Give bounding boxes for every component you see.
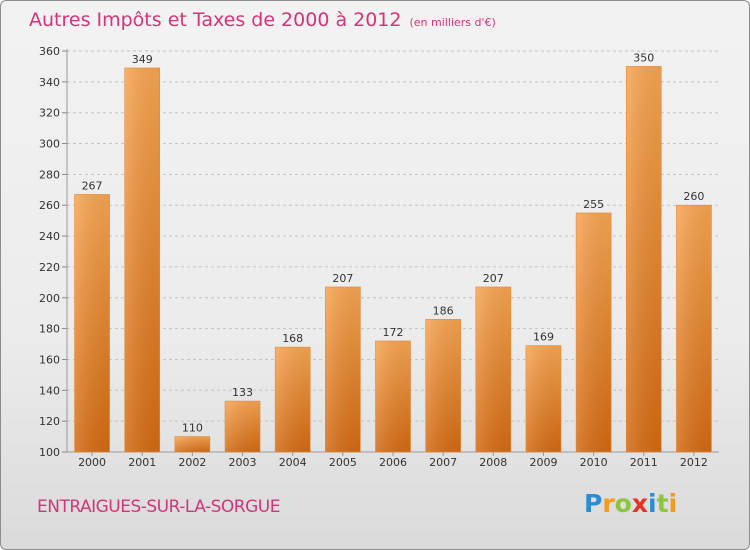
x-tick-label: 2001 — [128, 456, 156, 469]
bar-highlight — [676, 204, 712, 453]
bar-highlight — [425, 319, 461, 453]
logo-letter: P — [584, 489, 603, 518]
data-label: 207 — [483, 272, 504, 285]
x-tick-label: 2005 — [329, 456, 357, 469]
data-label: 110 — [182, 422, 203, 435]
y-tick-label: 240 — [39, 230, 60, 243]
x-tick-label: 2006 — [379, 456, 407, 469]
y-tick-label: 140 — [39, 384, 60, 397]
bar-highlight — [174, 436, 211, 453]
bars — [74, 66, 712, 453]
labels: 100 120 140 160 180 200 220 240 260 280 300 320 340 3… — [39, 45, 708, 469]
y-tick-label: 120 — [39, 415, 60, 428]
chart-title: Autres Impôts et Taxes de 2000 à 2012 (en… — [29, 9, 496, 31]
x-tick-label: 2000 — [78, 456, 106, 469]
data-label: 255 — [583, 198, 604, 211]
bar-highlight — [625, 66, 662, 453]
logo-letter: o — [614, 489, 632, 518]
bar-highlight — [124, 67, 161, 453]
x-tick-label: 2011 — [630, 456, 658, 469]
bar-highlight — [575, 212, 612, 453]
bar-highlight — [325, 286, 361, 453]
y-tick-label: 280 — [39, 168, 60, 181]
x-tick-label: 2009 — [529, 456, 557, 469]
x-tick-label: 2004 — [279, 456, 307, 469]
y-tick-label: 180 — [39, 323, 60, 336]
data-label: 186 — [433, 304, 454, 317]
chart-title-text: Autres Impôts et Taxes de 2000 à 2012 — [29, 9, 402, 31]
x-tick-label: 2008 — [479, 456, 507, 469]
x-tick-label: 2003 — [229, 456, 257, 469]
bar-highlight — [475, 286, 512, 453]
y-tick-label: 260 — [39, 199, 60, 212]
x-tick-label: 2007 — [429, 456, 457, 469]
data-label: 207 — [332, 272, 353, 285]
y-tick-label: 340 — [39, 76, 60, 89]
y-tick-label: 360 — [39, 45, 60, 58]
data-label: 172 — [383, 326, 404, 339]
data-label: 133 — [232, 386, 253, 399]
data-label: 260 — [683, 190, 704, 203]
logo-letter: t — [656, 489, 669, 518]
y-tick-label: 160 — [39, 353, 60, 366]
bar-highlight — [274, 346, 311, 453]
logo-letter: x — [631, 489, 648, 518]
data-label: 349 — [132, 53, 153, 66]
y-tick-label: 220 — [39, 261, 60, 274]
data-label: 169 — [533, 331, 554, 344]
bar-highlight — [375, 340, 411, 453]
data-label: 168 — [282, 332, 303, 345]
bar-highlight — [74, 194, 110, 453]
chart-subtitle: (en milliers d'€) — [409, 16, 496, 29]
x-tick-label: 2010 — [580, 456, 608, 469]
data-label: 350 — [633, 51, 654, 64]
logo-letter: i — [648, 489, 657, 518]
logo-letter: i — [668, 489, 678, 518]
y-tick-label: 300 — [39, 138, 60, 151]
y-tick-label: 100 — [39, 446, 60, 459]
bar-highlight — [525, 345, 562, 453]
commune-name: ENTRAIGUES-SUR-LA-SORGUE — [37, 497, 280, 517]
x-tick-label: 2012 — [680, 456, 708, 469]
y-tick-label: 320 — [39, 107, 60, 120]
bar-highlight — [224, 400, 261, 453]
x-tick-label: 2002 — [178, 456, 206, 469]
logo-letter: r — [602, 489, 615, 518]
proxiti-logo: Proxiti — [584, 489, 677, 518]
y-tick-label: 200 — [39, 292, 60, 305]
data-label: 267 — [82, 179, 103, 192]
